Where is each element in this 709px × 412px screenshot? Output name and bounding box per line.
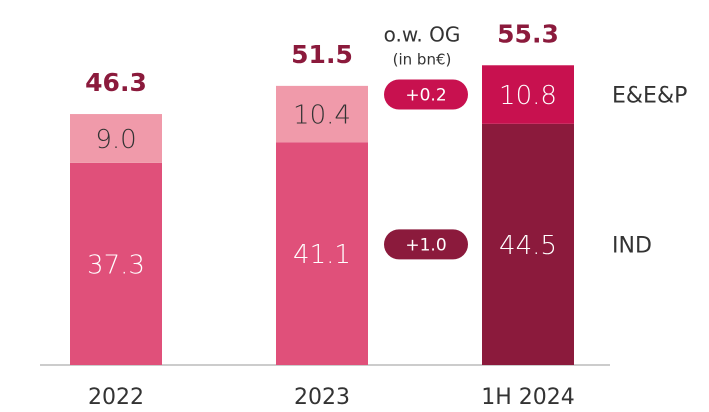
delta-pill	[384, 229, 468, 260]
x-tick-label: 2023	[294, 385, 350, 410]
legend-label: E&E&P	[612, 84, 687, 109]
delta-label: +0.2	[405, 86, 446, 106]
x-tick-label: 1H 2024	[481, 385, 575, 410]
x-tick-label: 2022	[88, 385, 144, 410]
delta-label: +1.0	[405, 235, 446, 255]
total-label: 51.5	[291, 40, 353, 69]
data-label: 10.4	[293, 101, 351, 131]
data-label: 37.3	[87, 250, 145, 280]
data-label: 41.1	[293, 240, 351, 270]
legend-label: IND	[612, 233, 652, 258]
annotation-title: o.w. OG	[384, 23, 461, 47]
data-label: 10.8	[499, 81, 557, 111]
bar-segment	[276, 142, 368, 365]
bar-segment	[482, 65, 574, 124]
bar-segment	[276, 85, 368, 143]
bar-segment	[482, 123, 574, 365]
bar-segment	[70, 162, 162, 365]
annotation-subtitle: (in bn€)	[393, 51, 452, 69]
bar-segment	[70, 114, 162, 163]
delta-pill	[384, 79, 468, 110]
data-label: 9.0	[95, 125, 136, 155]
data-label: 44.5	[499, 231, 557, 261]
total-label: 55.3	[497, 19, 559, 48]
total-label: 46.3	[85, 68, 147, 97]
